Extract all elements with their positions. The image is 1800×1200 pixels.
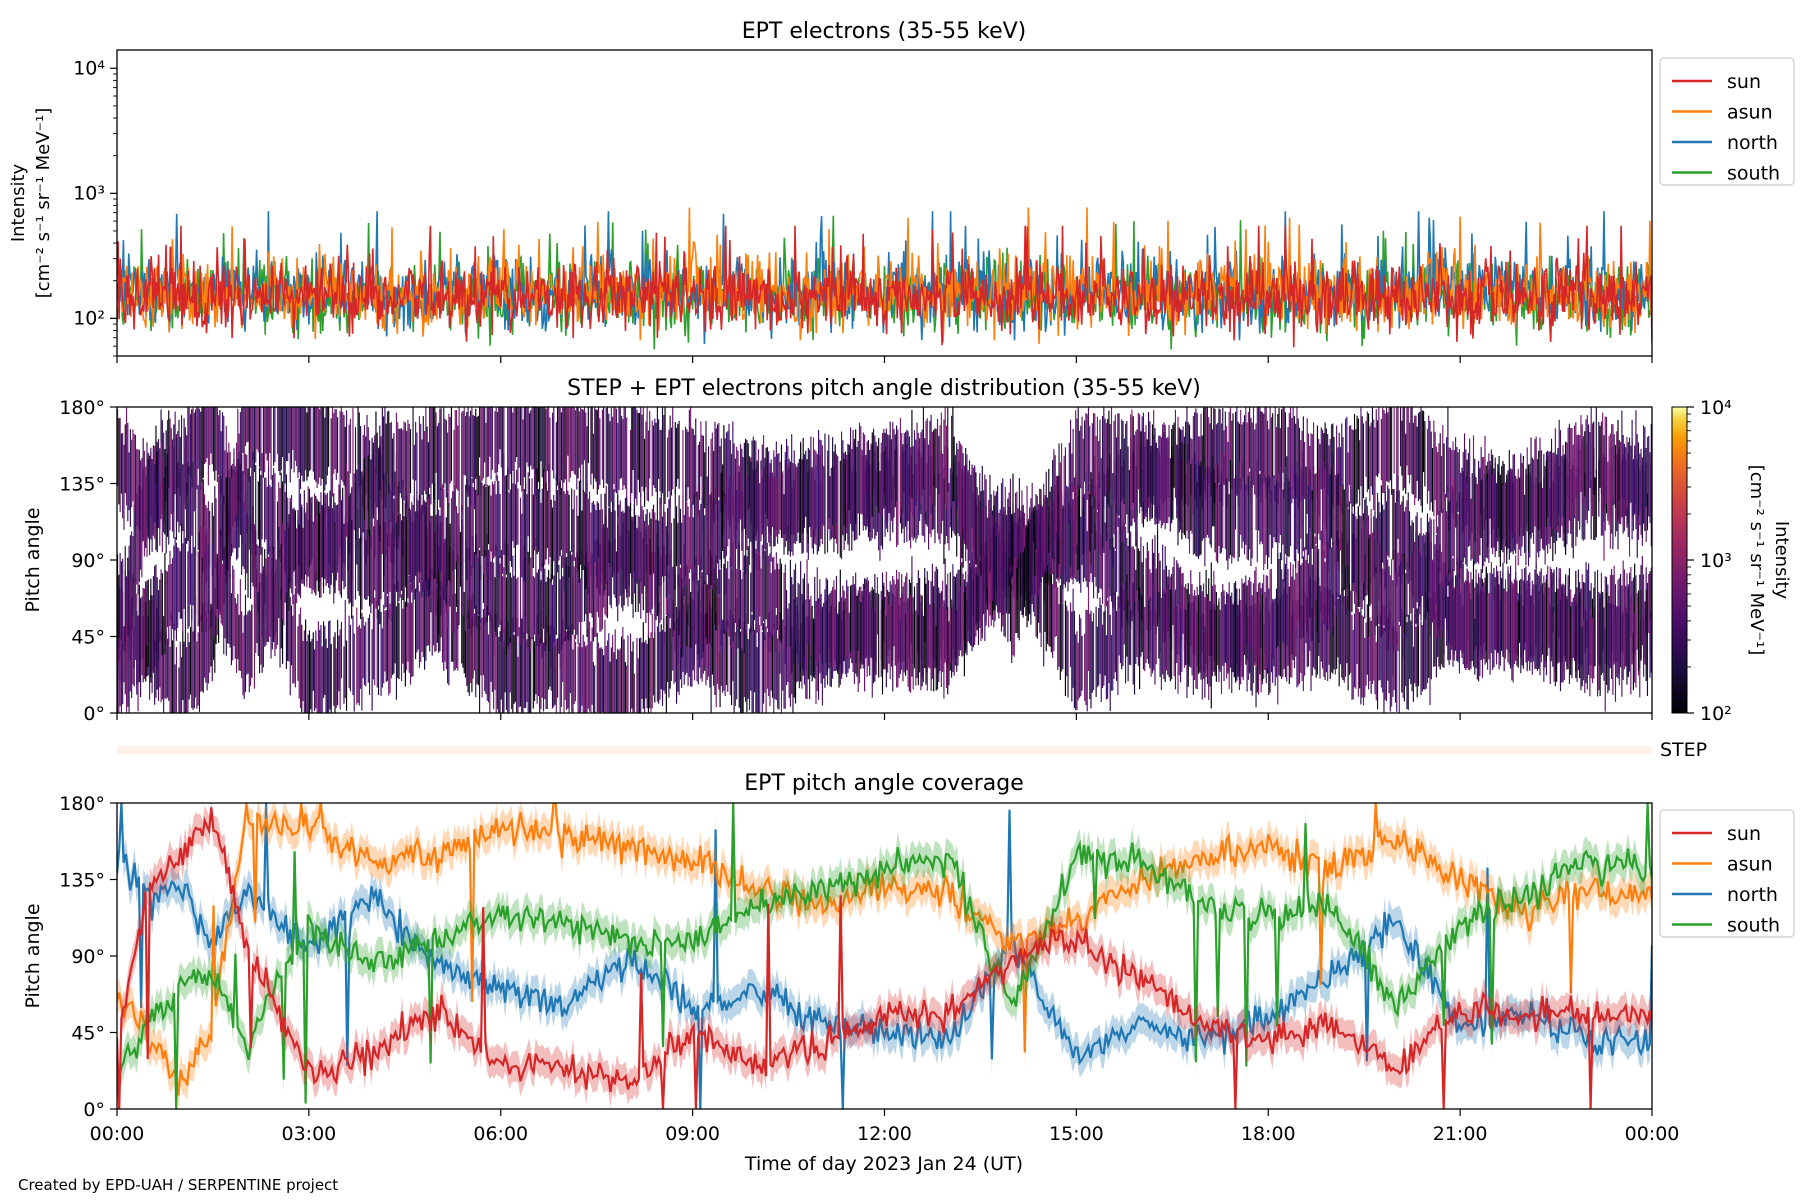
- panel-pad-heatmap: STEP + EPT electrons pitch angle distrib…: [22, 376, 1792, 725]
- panel2-ytick-label: 180°: [59, 397, 105, 419]
- time-axis: 00:00 03:00 06:00 09:00 12:00 15:00 18:00 21:00…: [90, 356, 1680, 1145]
- north-coverage-line: [117, 803, 1652, 1109]
- panel-intensity: EPT electrons (35-55 keV) 10² 10³ 10⁴ Inte…: [8, 19, 1795, 357]
- legend-label-north: north: [1727, 132, 1778, 154]
- x-tick-label: 18:00: [1241, 1123, 1296, 1145]
- x-tick-label: 00:00: [90, 1123, 145, 1145]
- colorbar-tick-label: 10³: [1700, 550, 1732, 572]
- x-tick-label: 03:00: [281, 1123, 336, 1145]
- panel2-title: STEP + EPT electrons pitch angle distrib…: [567, 376, 1201, 401]
- south-coverage-line: [117, 803, 1652, 1109]
- legend-label-south: south: [1727, 163, 1780, 185]
- panel3-series: [117, 803, 1652, 1109]
- x-tick-label: 00:00: [1625, 1123, 1680, 1145]
- south-coverage-band: [117, 803, 1652, 1109]
- legend-label-asun: asun: [1727, 854, 1773, 876]
- step-label: STEP: [1660, 739, 1707, 761]
- colorbar-tick-label: 10²: [1700, 703, 1732, 725]
- panel1-legend: sun asun north south: [1659, 57, 1795, 186]
- x-tick-label: 06:00: [473, 1123, 528, 1145]
- credit-note: Created by EPD-UAH / SERPENTINE project: [18, 1176, 339, 1194]
- legend-label-north: north: [1727, 884, 1778, 906]
- sun-coverage-line: [117, 807, 1652, 1109]
- panel1-ytick-label: 10⁴: [73, 57, 105, 79]
- legend-frame: [1659, 809, 1795, 938]
- colorbar: [1671, 406, 1688, 714]
- panel3-ytick-label: 0°: [83, 1099, 105, 1121]
- panel2-ytick-label: 90°: [71, 550, 105, 572]
- panel1-yaxis: 10² 10³ 10⁴: [73, 57, 117, 357]
- legend-label-asun: asun: [1727, 102, 1773, 124]
- panel3-ytick-label: 180°: [59, 793, 105, 815]
- panel2-yaxis: 0° 45° 90° 135° 180°: [59, 397, 117, 725]
- panel2-ylabel: Pitch angle: [22, 507, 44, 612]
- panel3-ylabel: Pitch angle: [22, 903, 44, 1008]
- legend-frame: [1659, 57, 1795, 186]
- legend-label-sun: sun: [1727, 71, 1761, 93]
- panel3-legend: sun asun north south: [1659, 809, 1795, 938]
- x-axis-label: Time of day 2023 Jan 24 (UT): [744, 1153, 1023, 1175]
- x-tick-label: 09:00: [665, 1123, 720, 1145]
- asun-coverage-line: [117, 803, 1652, 1096]
- panel2-ytick-label: 0°: [83, 703, 105, 725]
- colorbar-axis: 10² 10³ 10⁴: [1687, 397, 1732, 725]
- panel3-ytick-label: 45°: [71, 1023, 105, 1045]
- step-bar: [117, 746, 1652, 754]
- panel1-title: EPT electrons (35-55 keV): [742, 19, 1027, 44]
- colorbar-tick-label: 10⁴: [1700, 397, 1732, 419]
- panel3-title: EPT pitch angle coverage: [744, 771, 1024, 796]
- legend-label-sun: sun: [1727, 823, 1761, 845]
- panel3-ytick-label: 135°: [59, 870, 105, 892]
- panel1-ylabel-line2: [cm⁻² s⁻¹ sr⁻¹ MeV⁻¹]: [33, 108, 54, 299]
- panel2-ytick-label: 45°: [71, 627, 105, 649]
- panel1-series: [117, 207, 1652, 350]
- colorbar-label-line1: Intensity: [1771, 521, 1792, 600]
- panel1-ytick-label: 10³: [73, 182, 105, 204]
- asun-coverage-band: [117, 803, 1652, 1109]
- panel3-yaxis: 0° 45° 90° 135° 180°: [59, 793, 117, 1121]
- legend-label-south: south: [1727, 915, 1780, 937]
- panel2-ytick-label: 135°: [59, 474, 105, 496]
- panel1-ylabel-line1: Intensity: [8, 163, 29, 242]
- x-tick-label: 21:00: [1433, 1123, 1488, 1145]
- panel-coverage: EPT pitch angle coverage 0° 45° 90° 135° 180…: [22, 771, 1795, 1121]
- x-tick-label: 15:00: [1049, 1123, 1104, 1145]
- sun-intensity-line: [117, 225, 1652, 348]
- panel1-ytick-label: 10²: [73, 307, 105, 329]
- x-tick-label: 12:00: [857, 1123, 912, 1145]
- panel2-heatmap: [117, 407, 1652, 713]
- colorbar-label-line2: [cm⁻² s⁻¹ sr⁻¹ MeV⁻¹]: [1746, 465, 1767, 656]
- panel3-ytick-label: 90°: [71, 946, 105, 968]
